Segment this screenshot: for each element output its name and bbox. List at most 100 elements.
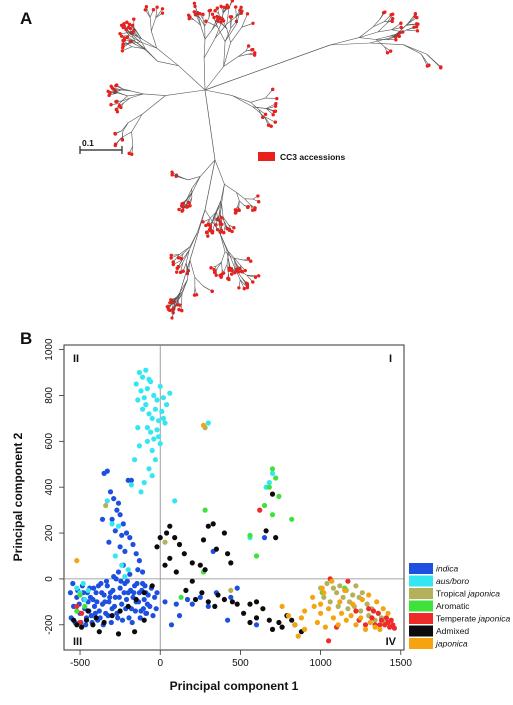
x-tick-label: 1000 <box>309 658 332 669</box>
point-japonica <box>279 603 285 610</box>
point-indica <box>99 516 106 522</box>
cc3-accession-dot <box>257 274 261 278</box>
point-temperate-japonica <box>383 615 389 621</box>
point-japonica <box>318 601 324 607</box>
point-tropical-japonica <box>335 603 341 610</box>
point-japonica <box>377 626 383 633</box>
tree-branch <box>264 116 272 127</box>
tree-branch <box>406 23 418 26</box>
point-indica <box>140 606 146 612</box>
point-aus-boro <box>135 397 141 403</box>
cc3-accession-dot <box>230 229 234 234</box>
point-indica <box>127 535 133 541</box>
tree-branch <box>204 29 213 40</box>
tree-branch <box>124 37 135 42</box>
tree-branch <box>232 95 251 103</box>
point-aus-boro <box>143 402 149 408</box>
tree-branch <box>239 279 248 288</box>
point-admixed <box>269 491 276 497</box>
point-aromatic <box>289 516 295 522</box>
cc3-legend-swatch <box>258 152 275 161</box>
point-admixed <box>141 617 147 623</box>
point-aus-boro <box>154 427 160 433</box>
point-admixed <box>149 583 155 589</box>
point-aus-boro <box>115 523 122 529</box>
point-aus-boro <box>140 406 146 412</box>
point-indica <box>134 580 140 587</box>
cc3-accession-dot <box>256 194 260 198</box>
cc3-accession-dot <box>216 19 220 23</box>
point-indica <box>92 610 98 616</box>
cc3-accession-dot <box>273 120 277 124</box>
point-japonica <box>302 608 308 614</box>
legend-swatch <box>409 638 433 649</box>
point-aus-boro <box>151 392 157 399</box>
tree-branch <box>216 261 222 267</box>
tree-branch <box>329 37 360 46</box>
cc3-accession-dot <box>170 316 174 320</box>
tree-branch <box>135 30 142 39</box>
tree-branch <box>138 37 146 50</box>
tree-branch <box>186 188 193 200</box>
tree-branch <box>238 53 249 57</box>
point-admixed <box>96 629 102 635</box>
point-indica <box>103 578 110 584</box>
tree-branch <box>204 209 221 234</box>
cc3-accession-dot <box>114 84 118 88</box>
legend-label: aus/boro <box>436 576 469 586</box>
point-aus-boro <box>80 580 86 587</box>
point-aus-boro <box>74 585 80 591</box>
point-aus-boro <box>172 498 178 504</box>
point-japonica <box>342 587 348 594</box>
point-aus-boro <box>151 436 157 442</box>
tree-branch <box>237 50 247 57</box>
tree-branch <box>178 203 187 210</box>
point-admixed <box>181 551 187 557</box>
y-axis-title: Principal component 2 <box>11 432 25 561</box>
point-indica <box>67 590 73 596</box>
cc3-accession-dot <box>169 298 173 302</box>
cc3-accession-dot <box>232 226 236 230</box>
legend-label: japonica <box>435 639 468 649</box>
cc3-accession-dot <box>271 113 275 117</box>
point-japonica <box>366 592 372 598</box>
point-admixed <box>176 541 183 548</box>
point-admixed <box>197 562 203 568</box>
tree-branch <box>211 22 216 30</box>
point-indica <box>91 603 98 610</box>
tree-branch <box>204 89 233 96</box>
point-indica <box>124 578 130 584</box>
point-temperate-japonica <box>377 622 383 628</box>
cc3-legend: CC3 accessions <box>258 152 345 162</box>
point-indica <box>70 580 76 587</box>
point-admixed <box>263 528 269 534</box>
tree-branch <box>223 41 226 67</box>
point-temperate-japonica <box>370 608 377 614</box>
point-temperate-japonica <box>369 615 375 621</box>
cc3-accession-dot <box>180 202 184 206</box>
tree-branch <box>392 25 407 38</box>
tree-branch <box>203 39 206 59</box>
tree-branch <box>386 14 393 24</box>
point-indica <box>83 622 89 628</box>
tree-branch <box>253 106 268 109</box>
cc3-accession-dot <box>208 227 212 231</box>
point-indica <box>108 619 114 626</box>
y-tick-label: 600 <box>44 433 55 450</box>
tree-branch <box>151 17 157 32</box>
cc3-accession-dot <box>170 173 174 177</box>
tree-branch <box>244 198 251 206</box>
tree-branch <box>200 25 206 40</box>
point-indica <box>87 594 94 600</box>
cc3-accession-dot <box>143 8 147 12</box>
point-admixed <box>215 592 221 598</box>
cc3-accession-dot <box>170 170 174 174</box>
cc3-accession-dot <box>130 152 134 156</box>
tree-branch <box>172 254 180 263</box>
point-admixed <box>93 615 99 621</box>
cc3-accession-dot <box>226 276 230 281</box>
tree-branch <box>203 57 206 91</box>
cc3-accession-dot <box>112 87 116 91</box>
scale-bar-label: 0.1 <box>82 138 94 148</box>
tree-branch <box>213 211 217 221</box>
